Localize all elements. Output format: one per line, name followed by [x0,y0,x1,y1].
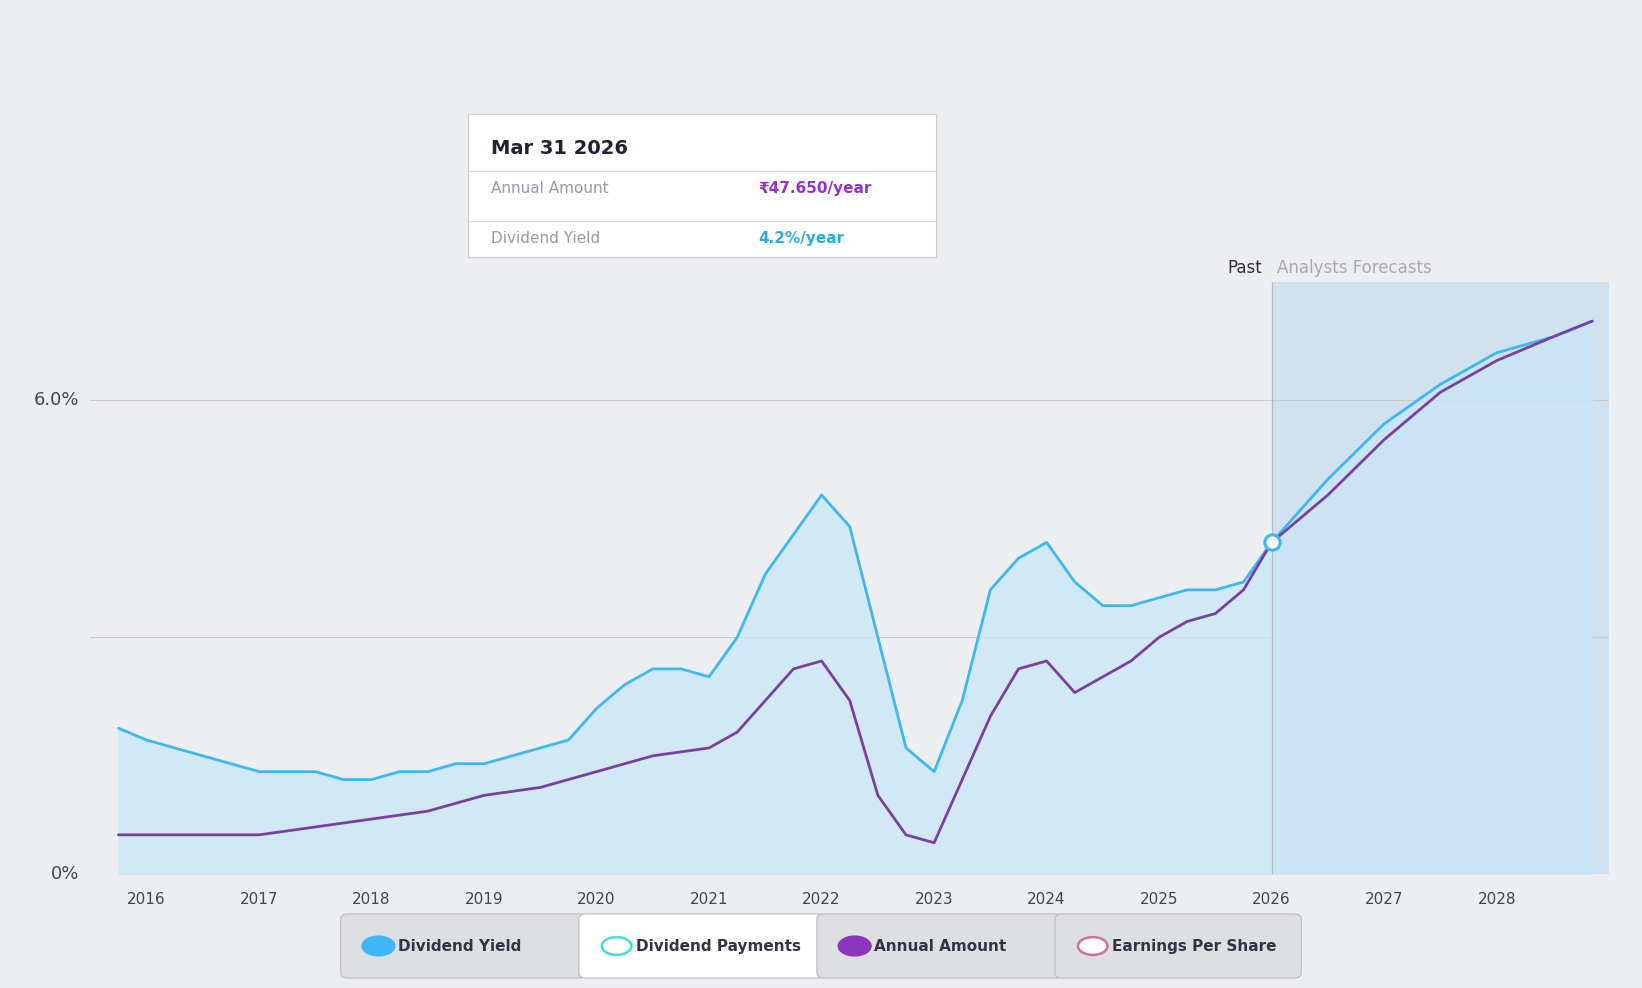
Text: 2023: 2023 [915,892,954,907]
Bar [1271,282,1609,874]
Text: ₹47.650/year: ₹47.650/year [759,181,872,196]
Text: 2025: 2025 [1140,892,1179,907]
Text: 2017: 2017 [240,892,279,907]
Text: 4.2%/year: 4.2%/year [759,231,844,246]
Text: 2019: 2019 [465,892,504,907]
Text: Analysts Forecasts: Analysts Forecasts [1276,259,1432,277]
Text: 2022: 2022 [803,892,841,907]
Text: Earnings Per Share: Earnings Per Share [1113,939,1277,953]
Text: 2024: 2024 [1028,892,1066,907]
Text: 2018: 2018 [353,892,391,907]
Text: 2020: 2020 [578,892,616,907]
Text: Dividend Yield: Dividend Yield [397,939,522,953]
Text: Past: Past [1227,259,1261,277]
Text: 2027: 2027 [1365,892,1404,907]
Text: 6.0%: 6.0% [33,391,79,409]
Text: Dividend Yield: Dividend Yield [491,231,601,246]
Text: 2016: 2016 [126,892,166,907]
Text: 0%: 0% [51,865,79,883]
Text: Annual Amount: Annual Amount [491,181,609,196]
Text: 2026: 2026 [1253,892,1291,907]
Text: Dividend Payments: Dividend Payments [635,939,801,953]
Text: 2021: 2021 [690,892,729,907]
Text: Mar 31 2026: Mar 31 2026 [491,139,629,158]
Text: 2028: 2028 [1478,892,1516,907]
Text: Annual Amount: Annual Amount [875,939,1007,953]
